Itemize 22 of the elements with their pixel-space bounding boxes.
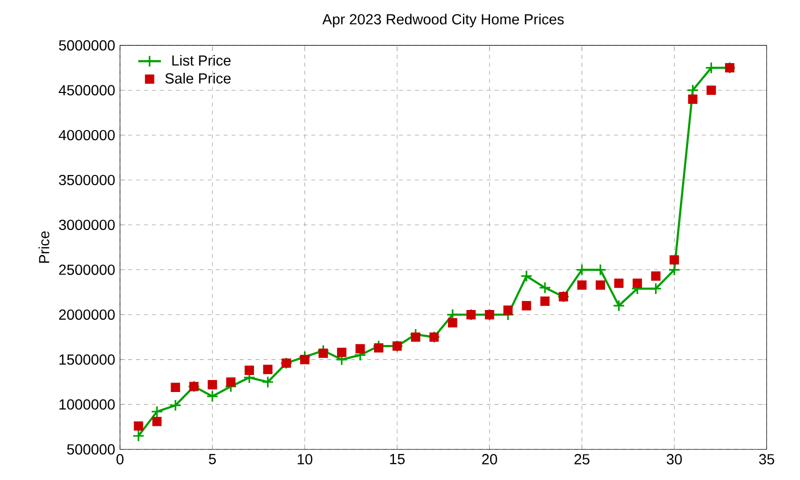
y-tick-label: 5000000 — [59, 40, 115, 51]
y-tick-label: 4500000 — [58, 85, 115, 96]
x-tick-label: 20 — [482, 454, 498, 464]
x-tick-label: 0 — [116, 454, 124, 464]
y-tick-label: 2000000 — [59, 310, 115, 320]
x-tick-label: 15 — [390, 454, 405, 464]
y-tick-label: 3000000 — [58, 220, 115, 230]
y-tick-label: 1000000 — [60, 399, 115, 410]
x-tick-label: 35 — [759, 454, 774, 464]
x-tick-label: 25 — [574, 454, 590, 464]
y-axis-title: Price — [38, 231, 50, 263]
legend-label: List Price — [172, 54, 231, 66]
y-tick-label: 500000 — [67, 444, 115, 455]
y-tick-label: 1500000 — [60, 354, 115, 365]
y-tick-label: 3500000 — [58, 174, 115, 186]
x-tick-label: 5 — [208, 454, 216, 464]
y-tick-label: 2500000 — [59, 264, 115, 275]
y-tick-label: 4000000 — [58, 130, 115, 140]
legend-label: Sale Price — [165, 72, 231, 84]
x-tick-label: 30 — [666, 454, 682, 464]
x-tick-label: 10 — [298, 454, 312, 464]
chart-title: Apr 2023 Redwood City Home Prices — [322, 14, 564, 28]
